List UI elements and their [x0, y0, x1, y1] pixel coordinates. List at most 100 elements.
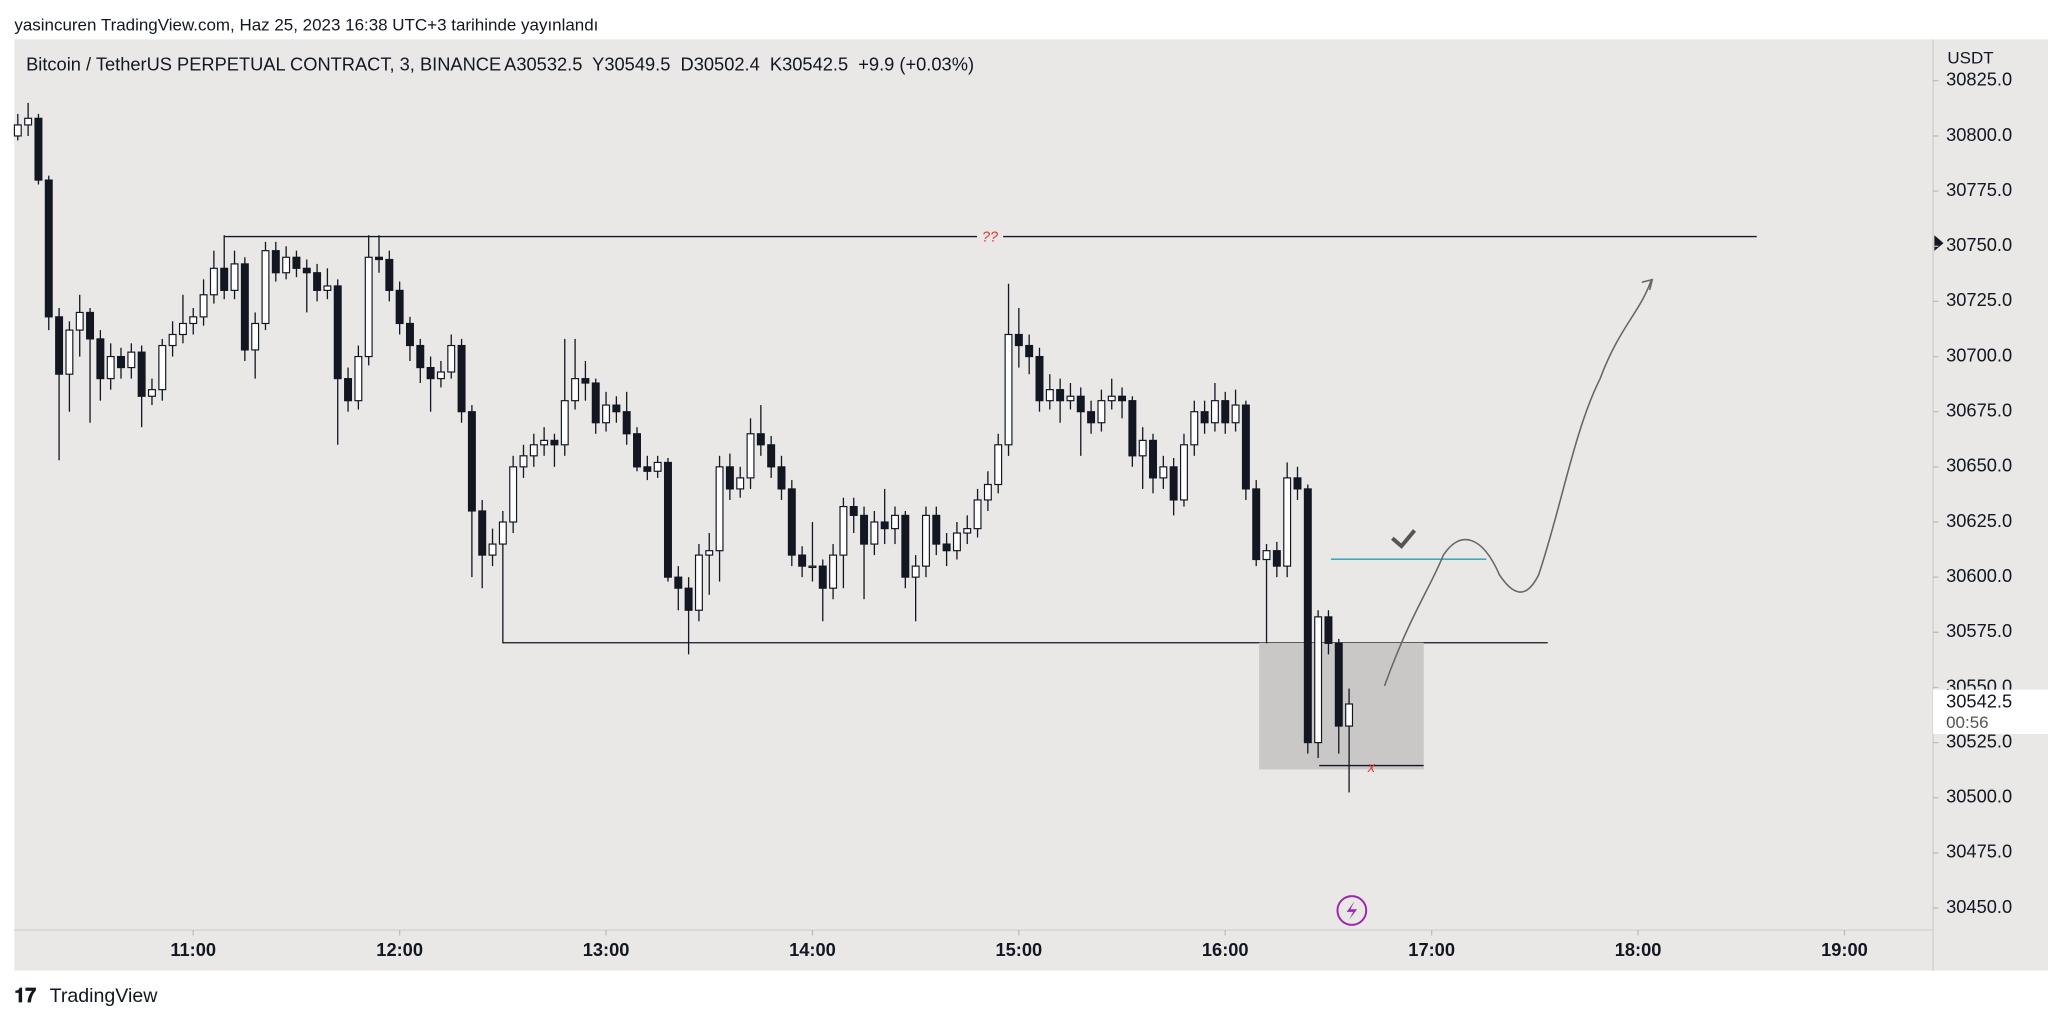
candle-body [1272, 550, 1281, 567]
candle-body [1200, 411, 1209, 424]
brand-logo: 𝟏𝟕 [14, 985, 36, 1007]
candle-body [333, 285, 342, 380]
candle-body [416, 344, 425, 369]
candle-body [405, 322, 414, 347]
candle-body [1056, 389, 1065, 402]
candle-body [663, 461, 672, 578]
candle-body [1334, 642, 1343, 727]
candle-body [870, 521, 879, 545]
x-tick-label: 17:00 [1408, 939, 1455, 960]
candle-body [767, 444, 776, 468]
candle-body [75, 311, 84, 331]
candle-body [1190, 411, 1199, 446]
x-tick-label: 15:00 [995, 939, 1042, 960]
check-mark [1391, 529, 1417, 549]
event-bolt [1346, 901, 1358, 920]
countdown: 00:56 [1946, 713, 1988, 732]
candle-body [994, 444, 1003, 486]
candle-body [725, 466, 734, 490]
candle-body [86, 311, 95, 340]
candle-body [44, 179, 53, 318]
candle-body [633, 433, 641, 468]
candle-body [550, 439, 559, 446]
candle-body [1293, 477, 1302, 490]
candle-body [777, 466, 786, 490]
candle-body [901, 514, 910, 578]
y-tick-label: 30725.0 [1946, 289, 2012, 310]
candle-body [591, 382, 600, 424]
y-tick-label: 30500.0 [1946, 786, 2012, 807]
candle-body [364, 256, 373, 358]
candle-body [323, 285, 332, 291]
question-label: ?? [982, 230, 998, 246]
candle-body [1241, 404, 1250, 490]
candle-body [798, 554, 807, 567]
candle-body [1035, 355, 1044, 402]
candle-body [1025, 344, 1034, 358]
candle-body [1118, 395, 1127, 402]
candle-body [942, 543, 951, 552]
candle-body [313, 272, 322, 291]
candle-body [787, 488, 796, 556]
event-icon [1336, 895, 1368, 926]
candle-body [715, 466, 724, 552]
label-bg [976, 227, 1004, 246]
candle-body [271, 250, 280, 274]
candle-body [117, 355, 125, 369]
candle-body [488, 543, 497, 556]
candle-body [65, 329, 74, 375]
candle-body [818, 565, 827, 589]
y-tick-label: 30775.0 [1946, 179, 2012, 200]
y-tick-label: 30450.0 [1946, 896, 2012, 917]
x-tick-label: 13:00 [583, 939, 630, 960]
candle-body [189, 316, 198, 325]
candle-body [756, 433, 765, 446]
axes: 30450.030475.030500.030525.030550.030575… [170, 69, 2048, 960]
candle-body [34, 117, 43, 181]
candle-body [261, 250, 270, 325]
candle-body [860, 514, 869, 545]
candle-body [302, 267, 311, 274]
candle-body [344, 378, 353, 402]
current-price: 30542.5 [1946, 691, 2012, 712]
candle-body [1076, 395, 1085, 413]
candle-body [240, 263, 249, 351]
candle-body [571, 378, 580, 402]
candle-body [612, 404, 621, 413]
candle-body [147, 389, 156, 397]
candle-body [1097, 400, 1106, 424]
candle-body [509, 466, 518, 523]
candle-body [983, 483, 992, 501]
candle-body [674, 576, 683, 589]
currency: USDT [1947, 48, 1993, 67]
candle-body [457, 344, 466, 413]
y-tick-label: 30525.0 [1946, 730, 2012, 751]
candle-body [447, 344, 456, 373]
x-tick-label: 19:00 [1821, 939, 1868, 960]
y-tick-label: 30600.0 [1946, 565, 2012, 586]
candle-body [1066, 395, 1075, 402]
candle-body [1324, 616, 1333, 644]
candle-body [622, 411, 631, 435]
candle-body [24, 117, 33, 126]
candle-body [829, 554, 838, 589]
candle-body [385, 258, 394, 291]
candle-body [55, 316, 64, 375]
candle-body [158, 344, 167, 391]
y-tick-label: 30750.0 [1946, 234, 2012, 255]
y-tick-label: 30625.0 [1946, 510, 2012, 531]
y-tick-label: 30650.0 [1946, 455, 2012, 476]
projection-arrow [1641, 278, 1654, 291]
candle-body [973, 499, 982, 530]
x-tick-label: 14:00 [789, 939, 836, 960]
y-tick-label: 30575.0 [1946, 620, 2012, 641]
projection-curve [1383, 280, 1652, 687]
candle-body [849, 505, 858, 516]
y-tick-label: 30475.0 [1946, 841, 2012, 862]
candle-body [684, 587, 693, 611]
candle-body [1221, 400, 1230, 424]
candle-body [560, 400, 569, 446]
candle-body [282, 256, 291, 274]
stop-label: x [1367, 760, 1376, 776]
candle-body [137, 351, 146, 397]
